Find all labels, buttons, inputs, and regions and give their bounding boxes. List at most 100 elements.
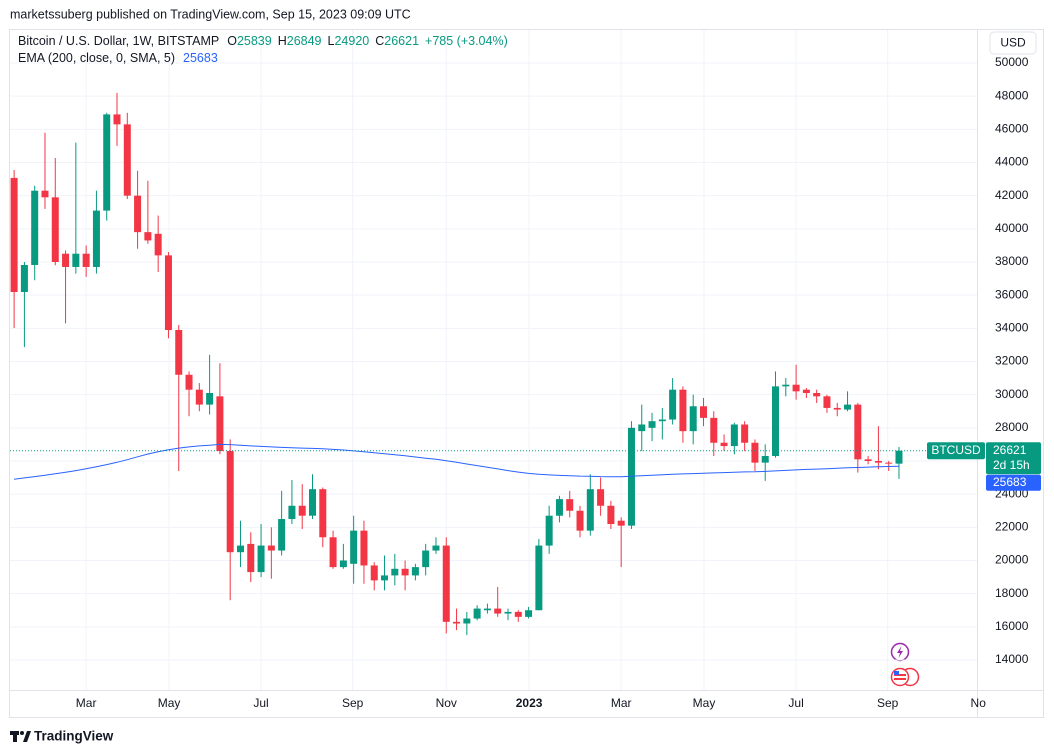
candle-body [555, 499, 563, 516]
change-value: +785 (+3.04%) [425, 34, 508, 48]
flag-stripe [894, 678, 906, 680]
currency-button-box[interactable] [989, 31, 1037, 55]
candle-body [782, 384, 790, 387]
ema-line [14, 443, 900, 480]
candle-body [699, 406, 707, 418]
candle-body [576, 510, 584, 531]
candle-body [586, 489, 594, 531]
y-tick-label: 48000 [995, 88, 1029, 102]
candle-body [689, 406, 697, 432]
y-tick-label: 18000 [995, 586, 1029, 600]
candle-body [566, 499, 574, 511]
candle-body [895, 450, 903, 464]
price-box [986, 442, 1041, 475]
candle-body [679, 389, 687, 432]
ticker-box [927, 442, 985, 460]
candle-body [411, 567, 419, 576]
x-tick-label: Sep [877, 696, 899, 710]
candle-body [401, 568, 409, 576]
x-tick-label: May [158, 696, 181, 710]
candle-body [607, 505, 615, 525]
y-tick-label: 16000 [995, 619, 1029, 633]
candle-body [473, 608, 481, 619]
ohlc-value: 26621 [384, 34, 419, 48]
candle-body [350, 530, 358, 564]
candle-body [175, 329, 183, 375]
candle-body [381, 575, 389, 581]
candle-body [648, 421, 656, 428]
candle-body [885, 462, 893, 464]
symbol-name: Bitcoin / U.S. Dollar, 1W, BITSTAMP [18, 34, 219, 48]
currency-button[interactable]: USD [989, 31, 1037, 55]
candle-body [710, 417, 718, 443]
candle-body [103, 114, 111, 211]
candle-body [432, 545, 440, 551]
currency-button-label[interactable]: USD [1000, 36, 1026, 50]
logo-part [20, 731, 24, 735]
candle-body [329, 537, 337, 568]
candle-body [298, 505, 306, 516]
candle-body [833, 407, 841, 410]
candle-body [92, 210, 100, 267]
ohlc-letter: C [375, 34, 384, 48]
candle-body [751, 442, 759, 463]
countdown-label: 2d 15h [993, 458, 1030, 472]
price-label: 26621 [993, 443, 1027, 457]
y-tick-label: 38000 [995, 254, 1029, 268]
candle-body [288, 505, 296, 520]
candle-body [792, 384, 800, 392]
x-tick-label: Jul [253, 696, 268, 710]
candle-body [422, 550, 430, 568]
ohlc-letter: O [227, 34, 237, 48]
y-tick-label: 14000 [995, 652, 1029, 666]
candle-body [154, 233, 162, 256]
candle-body [257, 545, 265, 573]
y-tick-label: 44000 [995, 155, 1029, 169]
legend-row: EMA (200, close, 0, SMA, 5) 25683 [18, 51, 218, 65]
chart-frame [9, 29, 1044, 718]
candle-body [123, 124, 131, 196]
logo-part [10, 731, 19, 735]
candle-body [309, 489, 317, 516]
candle-body [463, 618, 471, 624]
candle-body [802, 389, 810, 393]
x-tick-label: Sep [342, 696, 364, 710]
candle-body [525, 610, 533, 617]
candle-body [730, 424, 738, 447]
candle-body [772, 386, 780, 457]
candle-body [216, 396, 224, 452]
candle-body [638, 424, 646, 432]
candle-body [391, 568, 399, 576]
candle-body [720, 442, 728, 447]
candle-body [226, 451, 234, 553]
candle-body [247, 543, 255, 573]
candle-body [113, 114, 121, 125]
x-tick-label: Mar [611, 696, 632, 710]
ohlc-value: 26849 [287, 34, 322, 48]
candle-body [267, 545, 275, 551]
candle-body [617, 520, 625, 526]
ohlc-value: 24920 [334, 34, 369, 48]
publisher-line: marketssuberg published on TradingView.c… [10, 7, 411, 21]
flag-stripe [894, 674, 906, 676]
footer-brand: TradingView [34, 729, 114, 744]
candle-body [144, 232, 152, 241]
candle-body [82, 253, 90, 267]
y-tick-label: 30000 [995, 387, 1029, 401]
candle-body [278, 519, 286, 551]
candle-body [10, 177, 18, 293]
candle-body [72, 253, 80, 267]
logo-part [13, 735, 17, 742]
candle-body [51, 197, 59, 262]
candle-body [62, 253, 70, 267]
candle-body [494, 608, 502, 614]
logo-part [23, 731, 31, 742]
candle-body [20, 264, 28, 293]
candle-body [844, 404, 852, 410]
candle-body [31, 190, 39, 265]
flag-canton [894, 671, 899, 675]
candle-body [195, 389, 203, 405]
y-tick-label: 46000 [995, 122, 1029, 136]
